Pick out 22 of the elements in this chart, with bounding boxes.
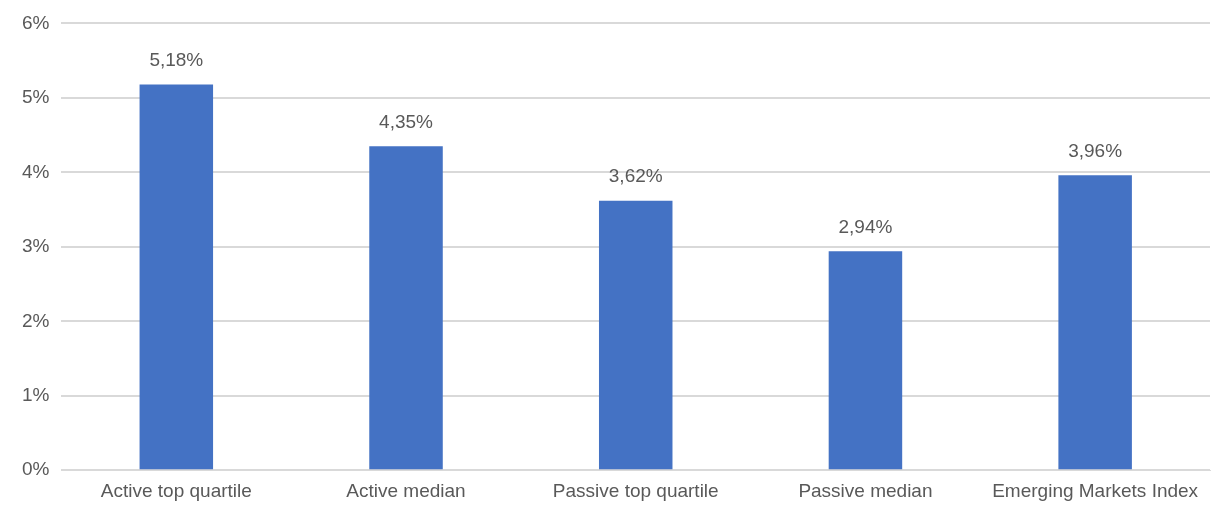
y-tick-label: 1% [21, 383, 50, 405]
data-label: 2,94% [838, 216, 893, 237]
y-tick-label: 6% [21, 11, 50, 33]
x-tick-label: Passive median [798, 479, 933, 501]
y-tick-label: 4% [21, 160, 50, 182]
bar [598, 200, 673, 470]
y-tick-label: 3% [21, 235, 50, 257]
data-label: 4,35% [379, 111, 434, 132]
x-tick-label: Active top quartile [100, 479, 252, 501]
x-tick-label: Active median [346, 479, 466, 501]
y-tick-label: 5% [21, 86, 50, 108]
x-tick-label: Passive top quartile [552, 479, 719, 501]
data-label: 5,18% [149, 49, 204, 71]
x-tick-label: Emerging Markets Index [992, 479, 1199, 501]
bar [139, 84, 214, 470]
bar [369, 146, 443, 470]
bar [828, 251, 903, 470]
data-label: 3,62% [608, 165, 663, 187]
y-tick-label: 0% [21, 458, 50, 480]
y-tick-label: 2% [21, 309, 50, 331]
bar [1058, 175, 1132, 470]
data-label: 3,96% [1068, 140, 1123, 162]
